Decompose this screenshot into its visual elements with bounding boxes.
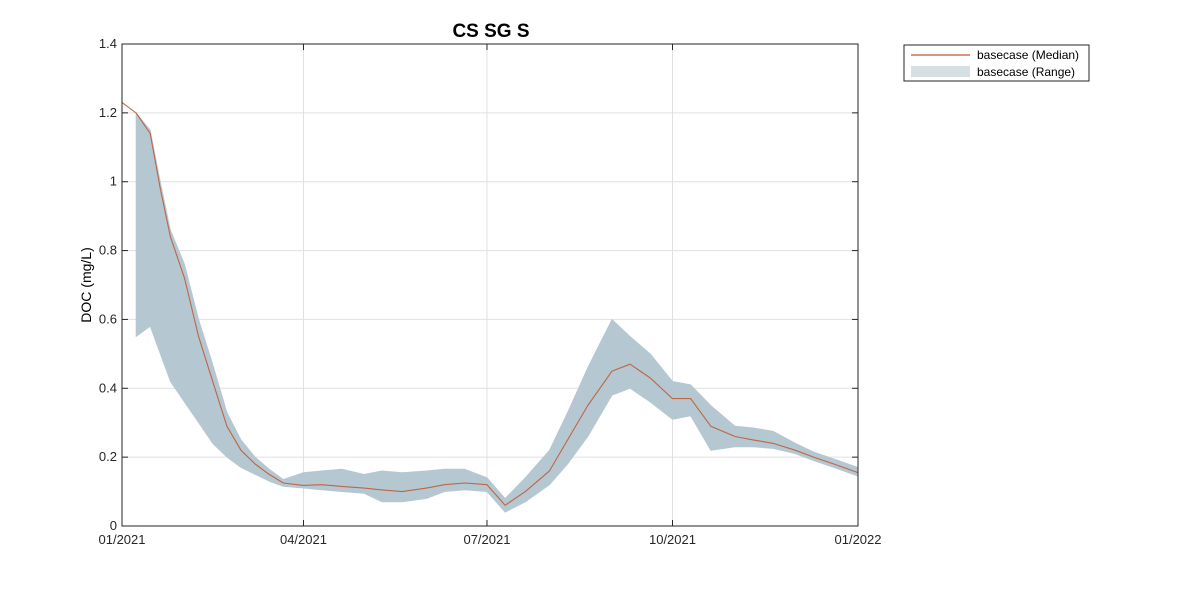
plot-frame xyxy=(121,43,859,527)
legend-median-label: basecase (Median) xyxy=(977,48,1079,62)
x-tick-label: 04/2021 xyxy=(280,532,327,547)
y-tick-label: 0 xyxy=(110,518,117,533)
y-axis-label: DOC (mg/L) xyxy=(78,247,94,322)
median-layer xyxy=(121,102,859,506)
x-tick-label: 01/2021 xyxy=(99,532,146,547)
y-tick-label: 1.4 xyxy=(99,36,117,51)
y-tick-label: 0.2 xyxy=(99,449,117,464)
x-tick-label: 01/2022 xyxy=(835,532,882,547)
x-tick-label: 10/2021 xyxy=(649,532,696,547)
chart-title: CS SG S xyxy=(452,21,529,42)
legend-range-swatch xyxy=(911,66,970,77)
y-tick-label: 0.6 xyxy=(99,311,117,326)
axis-ticks: 01/2021 04/2021 07/2021 10/2021 01/2022 0 0.2 0… xyxy=(99,36,882,547)
y-tick-label: 0.4 xyxy=(99,380,117,395)
range-layer xyxy=(135,112,859,513)
y-tick-label: 0.8 xyxy=(99,243,117,258)
median-line xyxy=(121,102,859,506)
y-tick-label: 1.2 xyxy=(99,105,117,120)
legend-range-label: basecase (Range) xyxy=(977,65,1075,79)
legend: basecase (Median) basecase (Range) xyxy=(903,44,1090,82)
y-tick-label: 1 xyxy=(110,174,117,189)
x-tick-label: 07/2021 xyxy=(463,532,510,547)
range-band xyxy=(135,112,859,513)
